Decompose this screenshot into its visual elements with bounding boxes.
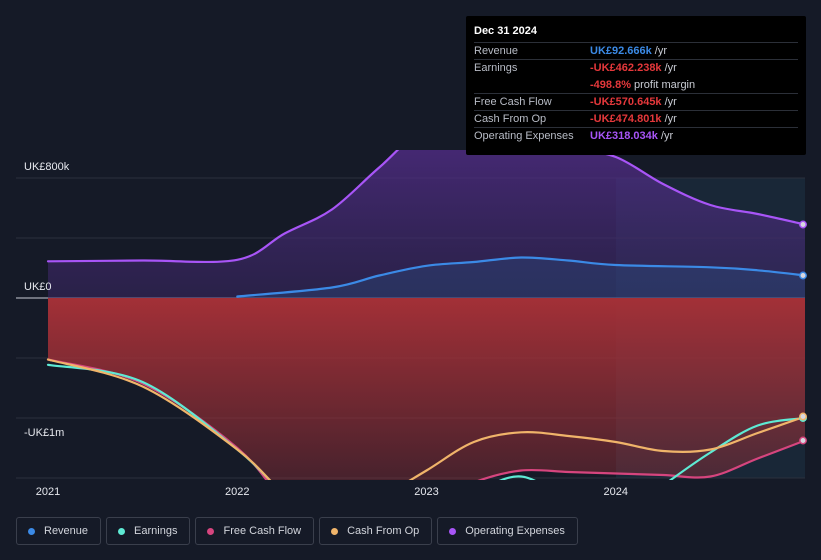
y-tick-label: -UK£1m — [24, 427, 64, 439]
y-tick-label: UK£800k — [24, 161, 70, 173]
legend-label: Earnings — [134, 525, 178, 537]
legend-item-cash-from-op[interactable]: Cash From Op — [319, 517, 433, 545]
free-cash-flow-line — [46, 358, 805, 480]
tooltip-row-value: -UK£570.645k — [590, 96, 662, 108]
series-end-markers — [799, 220, 807, 445]
tooltip-row-unit: /yr — [654, 45, 668, 57]
x-tick-label: 2024 — [604, 486, 628, 498]
x-tick-label: 2023 — [414, 486, 438, 498]
legend: Revenue Earnings Free Cash Flow Cash From O… — [16, 517, 583, 545]
operating-expenses-line — [46, 150, 805, 264]
series-lines — [46, 150, 805, 480]
tooltip-row-value: UK£318.034k — [590, 130, 658, 142]
tooltip-row: Revenue UK£92.666k/yr — [474, 42, 798, 59]
revenue-line — [236, 256, 805, 298]
tooltip-row-value: -UK£462.238k — [590, 62, 662, 74]
operating-expenses-end-dot — [799, 220, 807, 229]
series-areas — [48, 150, 805, 480]
tooltip-row-unit: /yr — [664, 96, 677, 108]
tooltip-row-unit: /yr — [664, 113, 677, 125]
tooltip-row-label: Operating Expenses — [474, 130, 574, 142]
tooltip-row: Earnings -UK£462.238k/yr — [474, 59, 798, 76]
x-tick-label: 2022 — [225, 486, 249, 498]
legend-label: Cash From Op — [347, 525, 420, 537]
tooltip-date: Dec 31 2024 — [474, 25, 537, 37]
tooltip-row: Free Cash Flow -UK£570.645k/yr — [474, 93, 798, 110]
y-axis-labels: UK£800k UK£0 -UK£1m — [24, 161, 70, 439]
free-cash-flow-end-dot — [799, 436, 807, 445]
legend-label: Free Cash Flow — [223, 525, 302, 537]
operating-expenses-area — [48, 150, 805, 298]
legend-item-earnings[interactable]: Earnings — [106, 517, 191, 545]
legend-dot-icon — [118, 527, 126, 535]
negative-cashflow-area — [48, 298, 805, 480]
tooltip-row-unit: /yr — [660, 130, 674, 142]
legend-dot-icon — [207, 527, 215, 535]
cash-from-op-line — [46, 358, 805, 480]
legend-item-operating-expenses[interactable]: Operating Expenses — [437, 517, 578, 545]
tooltip-row-label: Cash From Op — [474, 113, 547, 125]
x-axis-labels: 2021 2022 2023 2024 — [36, 486, 628, 498]
tooltip-panel: Dec 31 2024 Revenue UK£92.666k/yr Earnings… — [466, 16, 806, 155]
tooltip-row: -498.8% profit margin — [474, 76, 798, 93]
tooltip-row-label: Free Cash Flow — [474, 96, 552, 108]
revenue-area — [237, 257, 805, 298]
tooltip-row: Operating Expenses UK£318.034k/yr — [474, 127, 798, 144]
legend-dot-icon — [28, 527, 35, 535]
tooltip-row-label: Earnings — [474, 62, 518, 74]
tooltip-row: Cash From Op -UK£474.801k/yr — [474, 110, 798, 127]
tooltip-row-unit: profit margin — [633, 78, 696, 91]
legend-label: Operating Expenses — [465, 525, 565, 537]
x-tick-label: 2021 — [36, 486, 60, 498]
y-tick-label: UK£0 — [24, 281, 52, 293]
legend-dot-icon — [331, 527, 339, 535]
tooltip-row-unit: /yr — [664, 62, 677, 74]
legend-item-free-cash-flow[interactable]: Free Cash Flow — [195, 517, 315, 545]
tooltip-row-label: Revenue — [474, 45, 519, 57]
tooltip-row-value: -498.8% — [590, 78, 631, 91]
tooltip-row-value: UK£92.666k — [590, 45, 652, 57]
legend-label: Revenue — [44, 525, 89, 537]
legend-item-revenue[interactable]: Revenue — [16, 517, 102, 545]
revenue-end-dot — [799, 271, 807, 280]
legend-dot-icon — [449, 527, 457, 535]
cash-from-op-end-dot — [799, 412, 807, 421]
tooltip-row-value: -UK£474.801k — [590, 113, 662, 125]
